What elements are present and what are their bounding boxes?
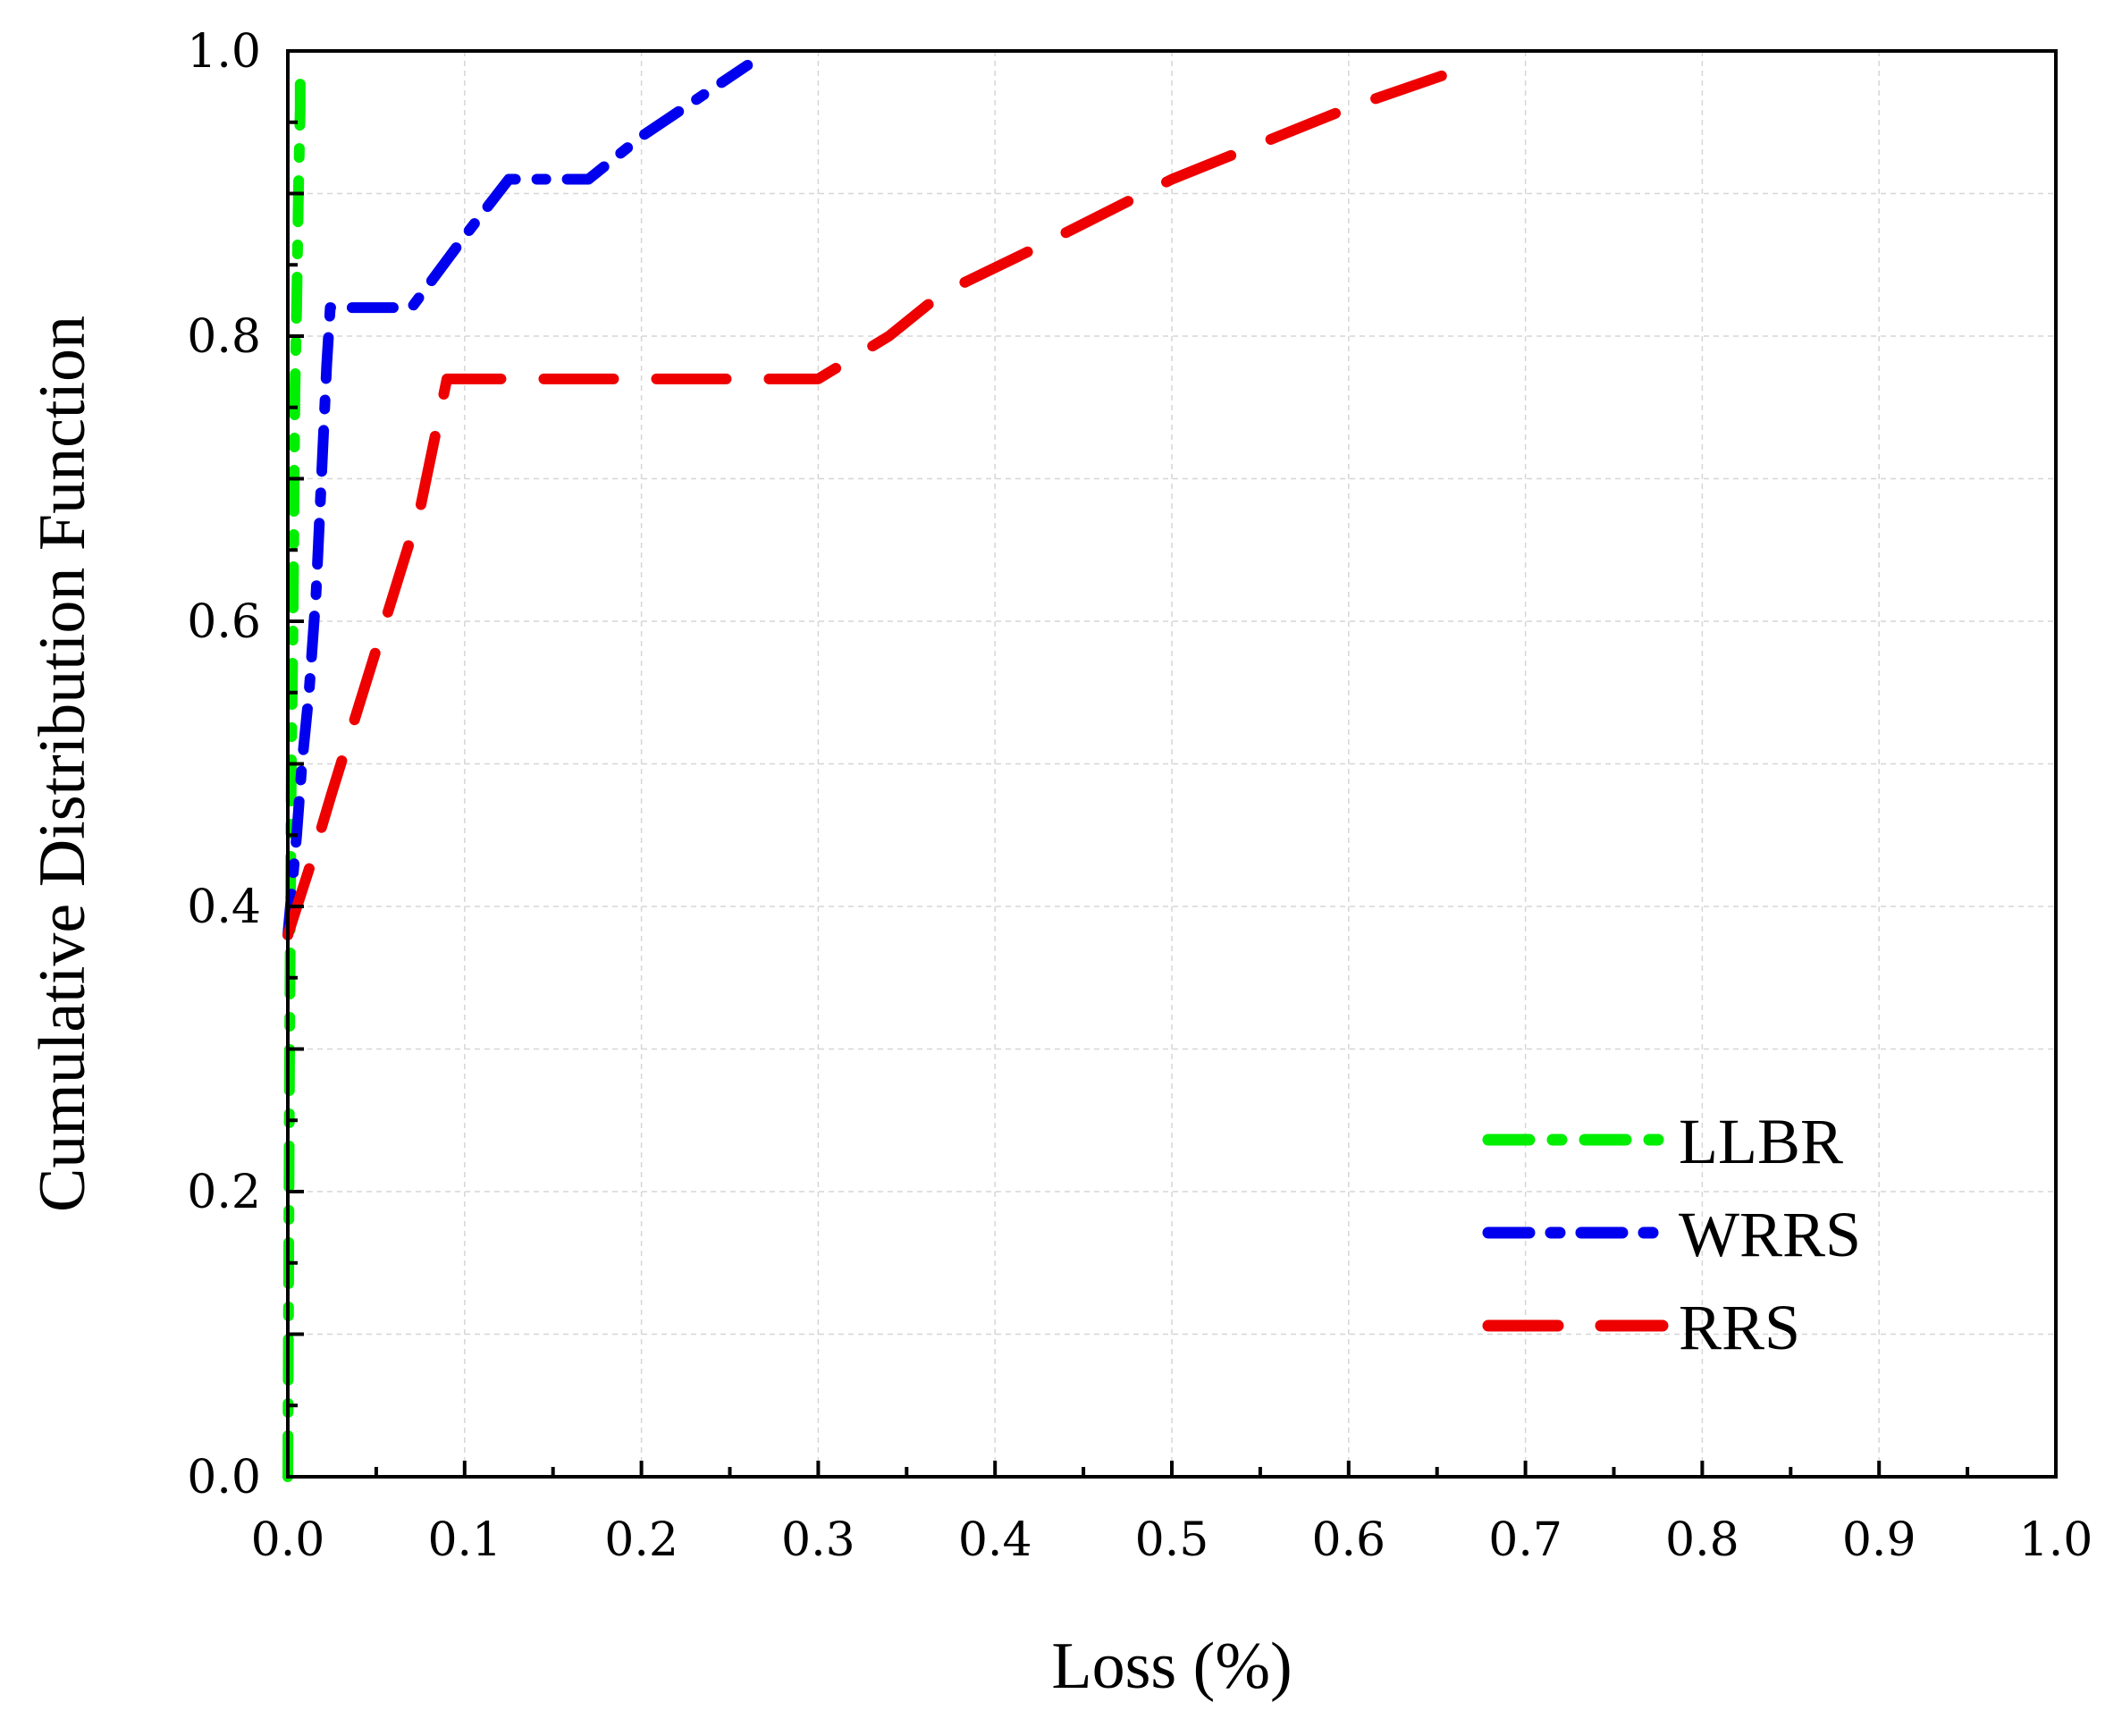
legend: LLBR WRRS RRS [1482, 1106, 1861, 1363]
y-axis-title: Cumulative Distribution Function [26, 316, 99, 1212]
series-lines [282, 59, 1478, 1482]
legend-label-wrrs: WRRS [1679, 1199, 1861, 1270]
x-tick-label: 0.1 [427, 1513, 501, 1567]
x-tick-label: 0.7 [1488, 1513, 1562, 1567]
x-tick-label: 1.0 [2019, 1513, 2093, 1567]
y-tick-label: 1.0 [187, 25, 261, 79]
x-tick-label: 0.0 [251, 1513, 325, 1567]
y-tick-label: 0.8 [187, 310, 261, 364]
x-tick-label: 0.5 [1135, 1513, 1209, 1567]
x-tick-label: 0.4 [958, 1513, 1032, 1567]
grid [288, 51, 2056, 1477]
x-tick-label: 0.9 [1842, 1513, 1916, 1567]
x-tick-label: 0.8 [1665, 1513, 1739, 1567]
ticks: 0.0 0.1 0.2 0.3 0.4 0.5 0.6 0.7 0.8 0.9 1.0 0.0 0.2 0… [187, 25, 2093, 1567]
legend-label-rrs: RRS [1679, 1292, 1800, 1363]
x-axis-title: Loss (%) [1051, 1630, 1292, 1703]
x-tick-label: 0.3 [781, 1513, 855, 1567]
legend-label-llbr: LLBR [1679, 1106, 1843, 1177]
y-tick-label: 0.2 [187, 1166, 261, 1219]
y-tick-label: 0.6 [187, 595, 261, 649]
y-tick-label: 0.0 [187, 1451, 261, 1504]
series-line-rrs [282, 59, 1478, 940]
y-tick-label: 0.4 [187, 881, 261, 934]
x-tick-label: 0.6 [1311, 1513, 1385, 1567]
series-line-wrrs [282, 59, 754, 940]
x-tick-label: 0.2 [604, 1513, 678, 1567]
series-line-llbr [282, 59, 306, 1482]
